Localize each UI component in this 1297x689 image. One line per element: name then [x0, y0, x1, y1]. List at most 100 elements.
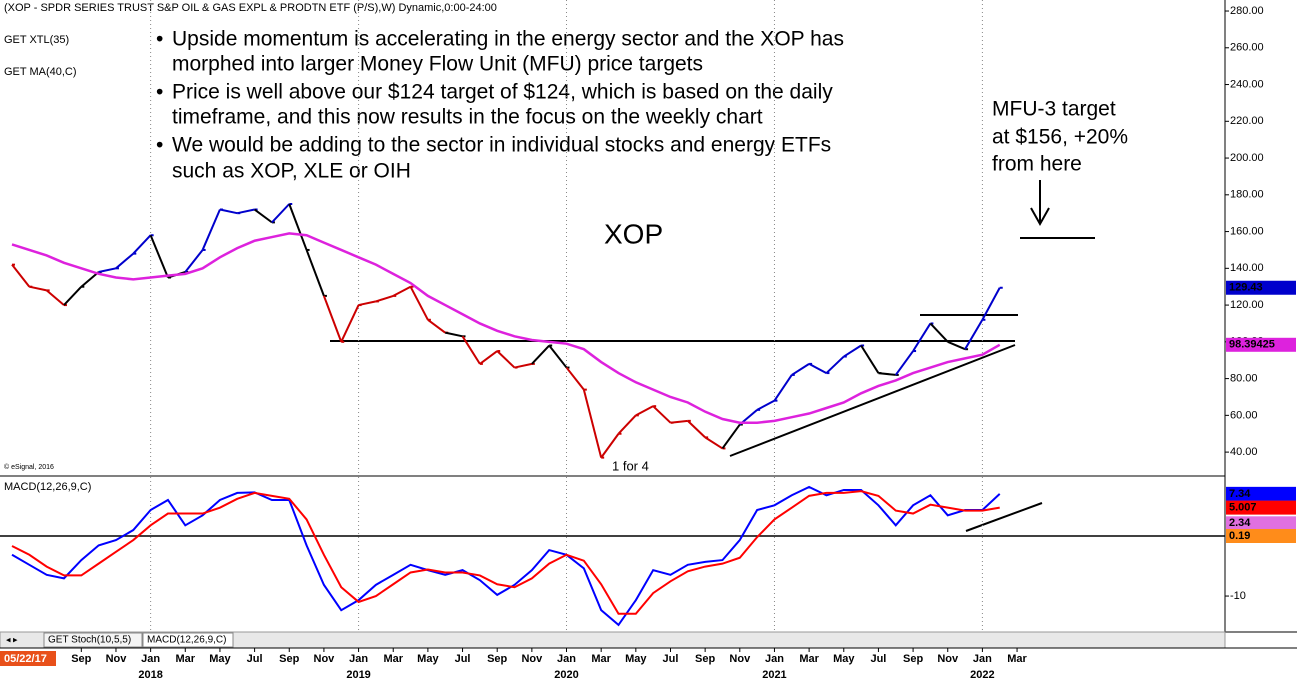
x-tick-label: Nov [314, 653, 336, 665]
arrow-head [1030, 207, 1050, 227]
macd-trend-line [965, 502, 1043, 532]
price-segment [600, 433, 620, 459]
note-line: Upside momentum is accelerating in the e… [172, 28, 844, 51]
price-segment [635, 405, 654, 417]
price-segment [582, 389, 603, 458]
study-label: GET MA(40,C) [4, 66, 77, 78]
y-tick-label: 40.00 [1230, 446, 1258, 458]
note-line: such as XOP, XLE or OIH [172, 160, 411, 183]
trend-line [729, 344, 1016, 457]
price-segment [98, 267, 117, 273]
study-label: GET XTL(35) [4, 34, 69, 46]
price-segment [704, 436, 724, 450]
price-segment [219, 208, 238, 215]
price-segment [340, 304, 360, 343]
price-segment [201, 209, 221, 251]
y-tick-label: 260.00 [1230, 42, 1264, 54]
tab[interactable] [43, 632, 143, 648]
price-segment [271, 203, 290, 224]
x-tick-label: Nov [106, 653, 128, 665]
year-label: 2022 [970, 669, 994, 681]
bullet: • [156, 81, 163, 104]
target-note: MFU-3 target [992, 98, 1116, 121]
note-line: timeframe, and this now results in the f… [172, 106, 763, 129]
price-segment [461, 335, 481, 365]
tab-label[interactable]: GET Stoch(10,5,5) [48, 635, 131, 646]
price-segment [912, 322, 932, 352]
x-tick-label: Mar [1007, 653, 1027, 665]
x-tick-label: Jan [557, 653, 576, 665]
price-segment [63, 286, 83, 306]
price-segment [617, 414, 637, 435]
price-segment [894, 350, 914, 376]
last-value-label: 5.007 [1229, 502, 1257, 514]
start-date: 05/22/17 [4, 653, 47, 665]
year-label: 2021 [762, 669, 786, 681]
x-tick-label: May [625, 653, 647, 665]
price-segment [375, 294, 394, 303]
last-value-label: 129.43 [1229, 282, 1263, 294]
last-value-label: 7.34 [1229, 488, 1251, 500]
price-segment [981, 287, 1001, 321]
year-label: 2019 [346, 669, 370, 681]
x-tick-label: Sep [71, 653, 91, 665]
price-segment [565, 366, 585, 391]
bullet: • [156, 134, 163, 157]
tab[interactable] [142, 632, 234, 648]
price-segment [652, 405, 672, 424]
y-tick-label: 140.00 [1230, 262, 1264, 274]
line [11, 490, 1000, 615]
price-segment [237, 208, 255, 215]
last-value-label: 2.34 [1229, 517, 1251, 529]
price-segment [288, 203, 308, 251]
annotations [330, 180, 1095, 532]
x-tick-label: May [417, 653, 439, 665]
price-segment [392, 285, 412, 297]
x-tick-label: Jul [247, 653, 263, 665]
y-tick-label: 280.00 [1230, 5, 1264, 17]
price-segment [791, 363, 810, 376]
x-tick-label: Sep [903, 653, 923, 665]
last-value-box [1226, 500, 1296, 515]
price-segment [358, 300, 377, 307]
price-segment [670, 419, 688, 424]
price-segment [29, 285, 47, 292]
x-tick-label: Nov [521, 653, 543, 665]
price-segment [756, 399, 775, 411]
price-segment [843, 344, 862, 358]
price-segment [947, 340, 966, 351]
price-segment [322, 295, 343, 343]
note-line: Price is well above our $124 target of $… [172, 81, 833, 104]
y-tick-label: 160.00 [1230, 225, 1264, 237]
price-segment [808, 363, 827, 374]
tab-label[interactable]: MACD(12,26,9,C) [147, 635, 226, 646]
price-segment [878, 372, 896, 376]
x-tick-label: Sep [279, 653, 299, 665]
chart-title: (XOP - SPDR SERIES TRUST S&P OIL & GAS E… [4, 2, 497, 14]
price-segment [548, 344, 568, 369]
symbol-label: XOP [604, 218, 663, 249]
scroll-arrows[interactable]: ◂ ▸ [6, 634, 18, 644]
price-segment [184, 249, 204, 273]
last-value-box [1226, 528, 1296, 543]
x-tick-label: Jul [663, 653, 679, 665]
price-segment [773, 374, 793, 402]
line [11, 232, 1001, 424]
price-segment [46, 289, 65, 306]
bullet: • [156, 28, 163, 51]
x-tick-label: Jan [765, 653, 784, 665]
price-segment [305, 249, 325, 297]
y-tick-label: 80.00 [1230, 373, 1258, 385]
start-date-box [0, 651, 56, 666]
year-label: 2018 [138, 669, 162, 681]
price-segment [115, 252, 134, 270]
x-tick-label: Mar [591, 653, 611, 665]
x-tick-label: Sep [695, 653, 715, 665]
last-value-box [1226, 486, 1296, 501]
price-segment [445, 331, 463, 338]
price-segment [496, 350, 516, 369]
x-tick-label: Jan [973, 653, 992, 665]
note-line: We would be adding to the sector in indi… [172, 134, 831, 157]
